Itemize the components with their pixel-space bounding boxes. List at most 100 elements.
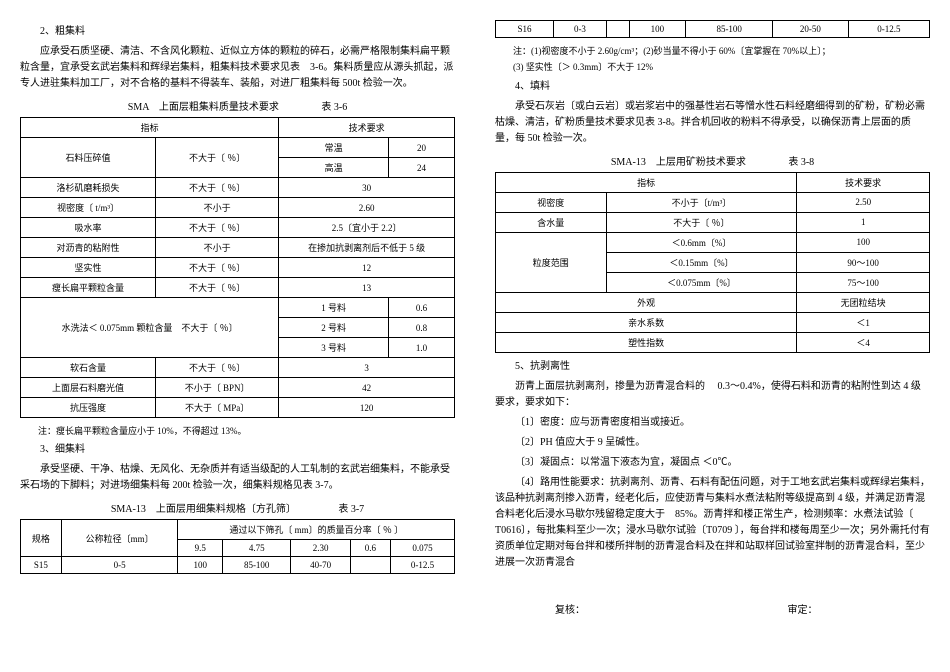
t36-r11-cond: 不大于〔 MPa〕	[156, 398, 279, 418]
table37-num: 表 3-7	[338, 504, 364, 515]
t38-r1-v: 2.50	[797, 192, 930, 212]
footer: 复核： 审定：	[495, 601, 930, 616]
t36-r10-name: 上面层石料磨光值	[21, 378, 156, 398]
t36-r2-v: 30	[279, 178, 455, 198]
t38-r3-s1: ＜0.6mm〔%〕	[606, 232, 797, 252]
t36-r9-cond: 不大于〔 ％〕	[156, 358, 279, 378]
t38-r2-name: 含水量	[496, 212, 607, 232]
li2: 〔2〕PH 值应大于 9 呈碱性。	[495, 435, 930, 451]
t38-r1-cond: 不小于〔t/m³〕	[606, 192, 797, 212]
t36-r5-cond: 不小于	[156, 238, 279, 258]
t36-r4-name: 吸水率	[21, 218, 156, 238]
t36-r3-name: 视密度〔 t/m³〕	[21, 198, 156, 218]
t36-r8-s3: 3 号料	[279, 338, 389, 358]
t36-r8-s1: 1 号料	[279, 298, 389, 318]
t38-r1-name: 视密度	[496, 192, 607, 212]
footer-fuhao: 复核：	[555, 601, 585, 616]
t37b-r2-nom: 0-3	[553, 21, 606, 38]
t38-r3-s2: ＜0.15mm〔%〕	[606, 252, 797, 272]
t36-r3-cond: 不小于	[156, 198, 279, 218]
t37-r1-v3: 40-70	[291, 557, 350, 574]
t36-r5-name: 对沥青的粘附性	[21, 238, 156, 258]
left-column: 2、粗集料 应承受石质坚硬、清洁、不含风化颗粒、近似立方体的颗粒的碎石，必需严格…	[20, 20, 455, 616]
t37-r1-v1: 100	[178, 557, 223, 574]
t37-h-spec: 规格	[21, 520, 62, 557]
note-36: 注：瘦长扁平颗粒含量应小于 10%，不得超过 13%。	[20, 424, 455, 438]
t37-c5: 0.075	[390, 540, 454, 557]
t38-r4-v: 无团粒结块	[797, 292, 930, 312]
table37-title: SMA-13 上面层用细集料规格〔方孔筛〕	[111, 504, 296, 515]
t38-r5-name: 亲水系数	[496, 312, 797, 332]
t37b-r2-v3: 85-100	[686, 21, 773, 38]
t36-r9-v: 3	[279, 358, 455, 378]
t36-r6-cond: 不大于〔 ％〕	[156, 258, 279, 278]
t37-r1-v2: 85-100	[223, 557, 291, 574]
t37-h-pass: 通过以下筛孔〔 mm〕的质量百分率〔 ％ 〕	[178, 520, 455, 540]
t36-r6-v: 12	[279, 258, 455, 278]
li1: 〔1〕密度：应与沥青密度相当或接近。	[495, 415, 930, 431]
t36-r8-v1: 0.6	[389, 298, 455, 318]
para-2: 承受坚硬、干净、枯燥、无风化、无杂质并有适当级配的人工轧制的玄武岩细集料，不能承…	[20, 462, 455, 494]
li3: 〔3〕凝固点：以常温下液态为宜，凝固点 ＜0℃。	[495, 455, 930, 471]
sec4-title: 4、填料	[495, 79, 930, 95]
t36-r10-cond: 不小于〔 BPN〕	[156, 378, 279, 398]
t38-h-index: 指标	[496, 172, 797, 192]
t37-r1-spec: S15	[21, 557, 62, 574]
t36-r3-v: 2.60	[279, 198, 455, 218]
t36-r4-cond: 不大于〔 ％〕	[156, 218, 279, 238]
t36-r11-name: 抗压强度	[21, 398, 156, 418]
para-4: 沥青上面层抗剥离剂，掺量为沥青混合料的 0.3～0.4%，使得石料和沥青的粘附性…	[495, 379, 930, 411]
sec2-title: 2、粗集料	[20, 24, 455, 40]
t36-r5-v: 在掺加抗剥离剂后不低于 5 级	[279, 238, 455, 258]
footer-shending: 审定：	[788, 601, 818, 616]
table36-num: 表 3-6	[321, 102, 347, 113]
t38-r3-name: 粒度范围	[496, 232, 607, 292]
t37b-r2-spec: S16	[496, 21, 554, 38]
li4: 〔4〕路用性能要求：抗剥离剂、沥青、石料有配伍问题，对于工地玄武岩集料或辉绿岩集…	[495, 475, 930, 571]
t36-r11-v: 120	[279, 398, 455, 418]
t37-c2: 4.75	[223, 540, 291, 557]
t36-r2-name: 洛杉矶磨耗损失	[21, 178, 156, 198]
t37-h-nom: 公称粒径〔mm〕	[61, 520, 178, 557]
t37-r1-nom: 0-5	[61, 557, 178, 574]
table36-title-row: SMA 上面层粗集料质量技术要求 表 3-6	[20, 98, 455, 113]
table-3-6: 指标 技术要求 石料压碎值 不大于〔 ％〕 常温 20 高温 24 洛杉矶磨耗损…	[20, 117, 455, 418]
table38-title-row: SMA-13 上层用矿粉技术要求 表 3-8	[495, 153, 930, 168]
t37b-r2-v2: 100	[629, 21, 686, 38]
note-37: 注：(1)视密度不小于 2.60g/cm³；(2)砂当量不得小于 60%〔宜掌握…	[495, 44, 930, 58]
t36-r1-name: 石料压碎值	[21, 138, 156, 178]
t38-r6-v: ＜4	[797, 332, 930, 352]
t36-r7-name: 瘦长扁平颗粒含量	[21, 278, 156, 298]
t38-r4-name: 外观	[496, 292, 797, 312]
note-37b: (3) 坚实性〔＞ 0.3mm〕不大于 12%	[495, 60, 930, 74]
t36-r7-cond: 不大于〔 ％〕	[156, 278, 279, 298]
t38-h-req: 技术要求	[797, 172, 930, 192]
t37b-r2-v5: 0-12.5	[848, 21, 929, 38]
para-3: 承受石灰岩〔或白云岩〕或岩浆岩中的强基性岩石等憎水性石料经磨细得到的矿粉，矿粉必…	[495, 99, 930, 147]
t37b-r2-v4: 20-50	[773, 21, 849, 38]
table38-title: SMA-13 上层用矿粉技术要求	[611, 157, 746, 168]
t38-r2-cond: 不大于〔 ％〕	[606, 212, 797, 232]
t38-r2-v: 1	[797, 212, 930, 232]
t38-r6-name: 塑性指数	[496, 332, 797, 352]
t36-r8-v2: 0.8	[389, 318, 455, 338]
t38-r3-s3: ＜0.075mm〔%〕	[606, 272, 797, 292]
t36-h-req: 技术要求	[279, 118, 455, 138]
t36-r2-cond: 不大于〔 ％〕	[156, 178, 279, 198]
t38-r3-v3: 75～100	[797, 272, 930, 292]
t36-r8-v3: 1.0	[389, 338, 455, 358]
t38-r3-v2: 90～100	[797, 252, 930, 272]
t36-r1-v1: 20	[389, 138, 455, 158]
t38-r5-v: ＜1	[797, 312, 930, 332]
para-1: 应承受石质坚硬、清洁、不含风化颗粒、近似立方体的颗粒的碎石，必需严格限制集料扁平…	[20, 44, 455, 92]
t37b-r2-v1	[606, 21, 629, 38]
t37-c1: 9.5	[178, 540, 223, 557]
t36-r6-name: 坚实性	[21, 258, 156, 278]
t36-r1-cond: 不大于〔 ％〕	[156, 138, 279, 178]
t36-r1-sub1: 常温	[279, 138, 389, 158]
t37-r1-v5: 0-12.5	[390, 557, 454, 574]
sec3-title: 3、细集料	[20, 442, 455, 458]
table36-title: SMA 上面层粗集料质量技术要求	[128, 102, 279, 113]
t36-h-index: 指标	[21, 118, 279, 138]
t37-c4: 0.6	[350, 540, 390, 557]
